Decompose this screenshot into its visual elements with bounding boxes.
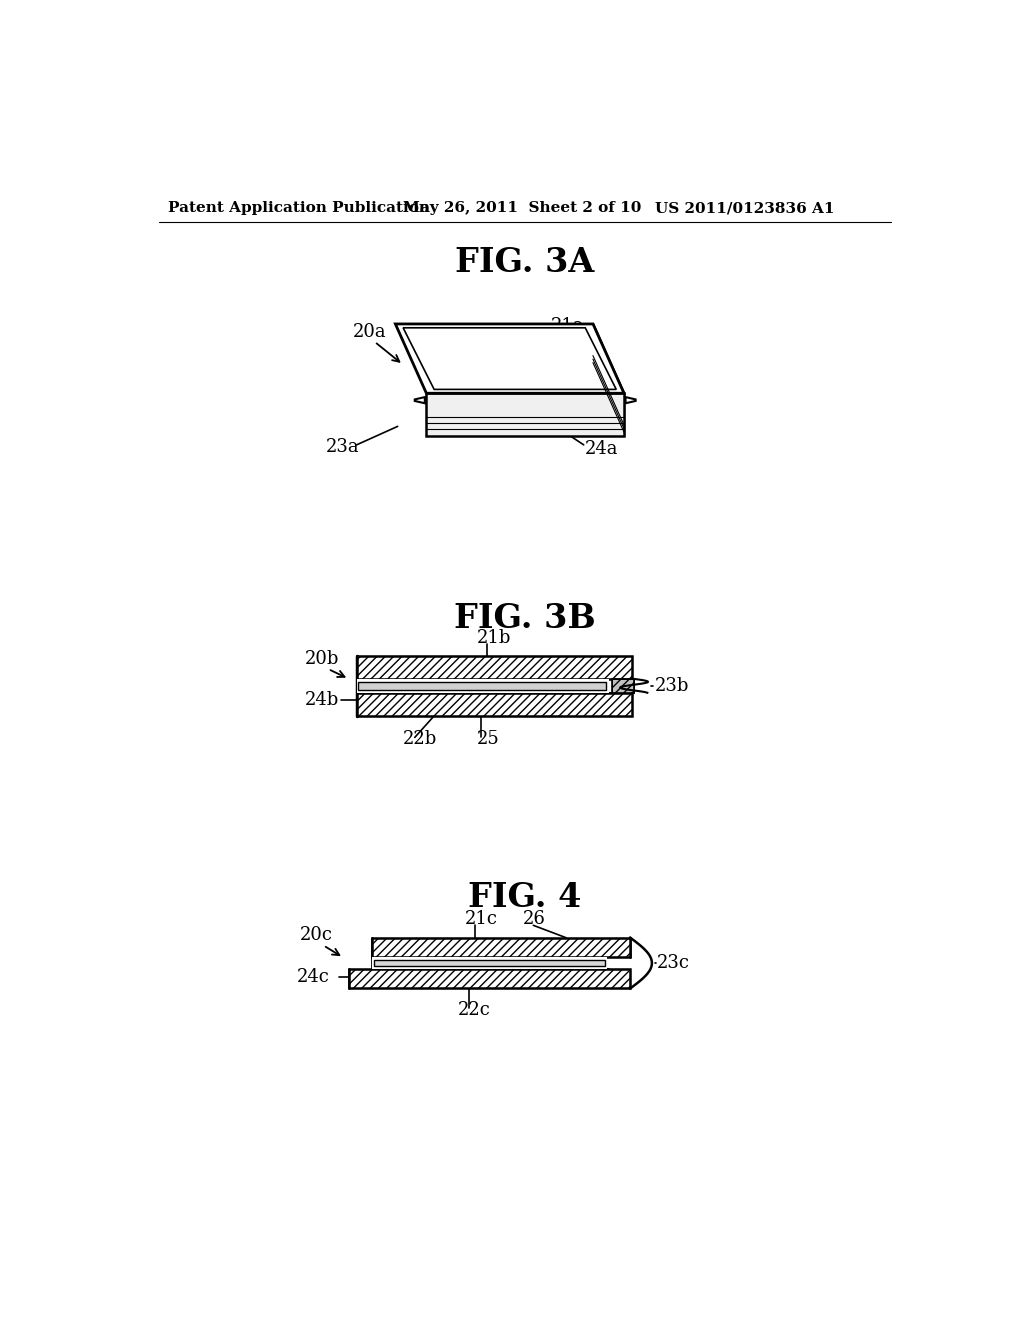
Text: FIG. 3B: FIG. 3B xyxy=(454,602,596,635)
Text: 24b: 24b xyxy=(305,692,339,709)
Text: 21b: 21b xyxy=(477,630,511,647)
Bar xyxy=(356,693,632,715)
Text: FIG. 3A: FIG. 3A xyxy=(456,246,594,279)
Text: 22c: 22c xyxy=(458,1001,490,1019)
Bar xyxy=(349,969,630,989)
Bar xyxy=(612,678,634,693)
Text: Patent Application Publication: Patent Application Publication xyxy=(168,202,430,215)
Bar xyxy=(356,656,632,678)
Bar xyxy=(356,656,632,678)
Polygon shape xyxy=(426,393,624,436)
Text: 24a: 24a xyxy=(586,441,618,458)
Polygon shape xyxy=(593,323,624,436)
Text: 26: 26 xyxy=(523,911,546,928)
Bar xyxy=(374,960,604,966)
Text: 23a: 23a xyxy=(326,438,359,457)
Bar xyxy=(372,957,607,969)
Text: 23b: 23b xyxy=(655,677,689,694)
Text: 23c: 23c xyxy=(656,954,689,972)
Bar xyxy=(372,937,630,957)
Bar xyxy=(612,678,634,693)
Text: 22b: 22b xyxy=(403,730,437,748)
Text: 20b: 20b xyxy=(305,649,339,668)
Text: 25: 25 xyxy=(477,730,500,748)
Bar xyxy=(358,682,606,689)
Text: 21c: 21c xyxy=(465,911,498,928)
Text: May 26, 2011  Sheet 2 of 10: May 26, 2011 Sheet 2 of 10 xyxy=(403,202,641,215)
Polygon shape xyxy=(395,323,624,393)
Text: 24c: 24c xyxy=(297,968,330,986)
Polygon shape xyxy=(415,397,425,404)
Text: 20a: 20a xyxy=(352,322,386,341)
Bar xyxy=(372,937,630,957)
Text: FIG. 4: FIG. 4 xyxy=(468,882,582,913)
Polygon shape xyxy=(626,397,636,404)
Bar xyxy=(356,678,608,693)
Text: 21a: 21a xyxy=(550,317,584,335)
Bar xyxy=(356,693,632,715)
Bar xyxy=(349,969,630,989)
Text: 20c: 20c xyxy=(300,925,333,944)
Text: US 2011/0123836 A1: US 2011/0123836 A1 xyxy=(655,202,835,215)
